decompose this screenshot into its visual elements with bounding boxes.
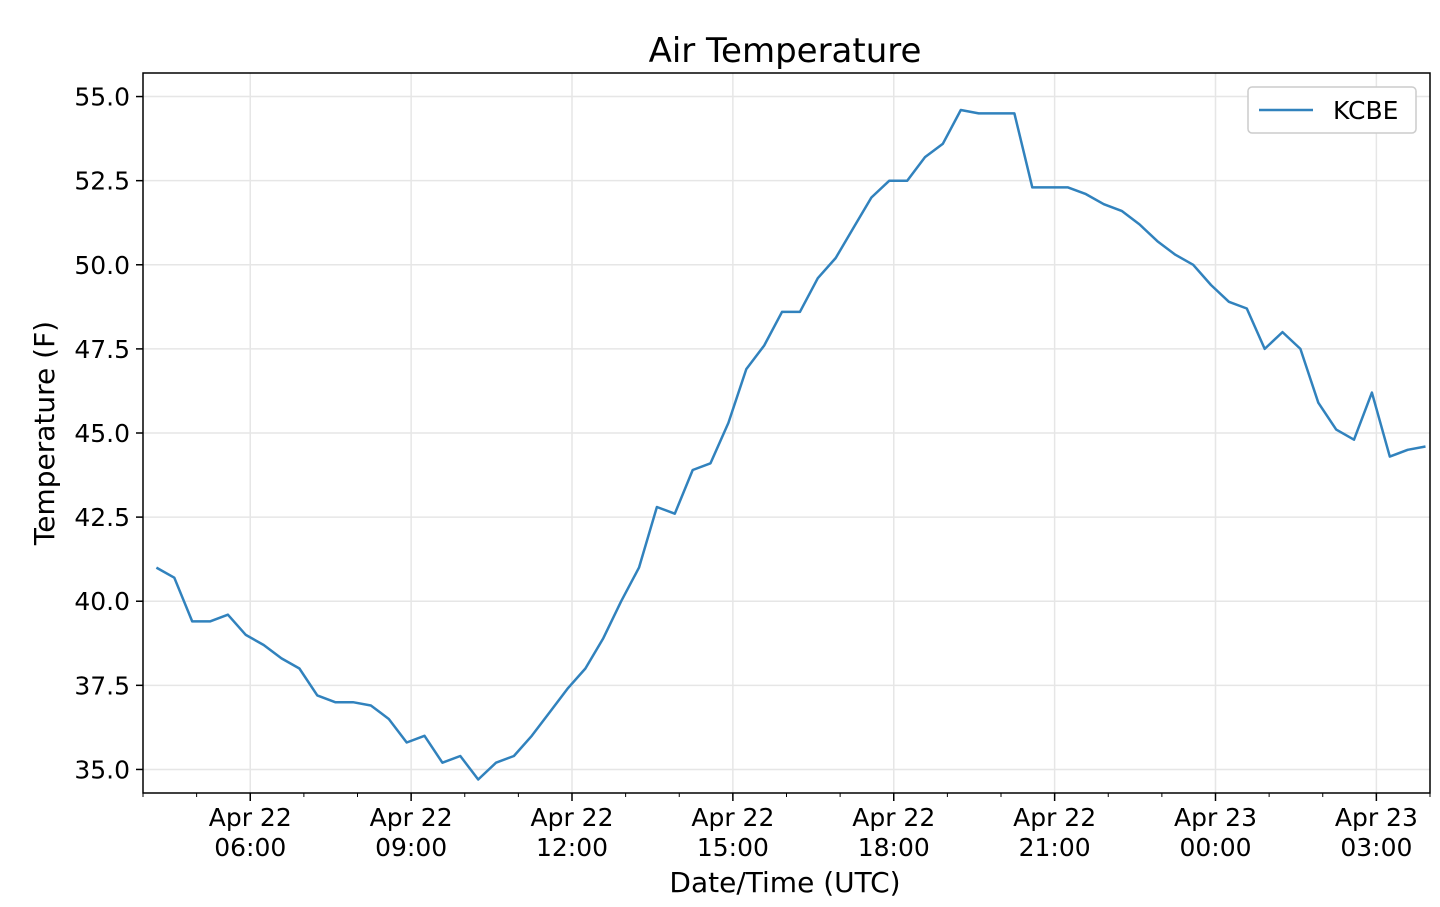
grid-lines	[143, 73, 1430, 793]
y-tick-label: 47.5	[74, 335, 130, 364]
y-tick-label: 55.0	[74, 83, 130, 112]
data-layer	[155, 108, 1426, 781]
x-tick-label-date: Apr 23	[1174, 803, 1257, 832]
x-tick-label-time: 21:00	[1019, 833, 1091, 862]
x-axis-label: Date/Time (UTC)	[669, 866, 900, 899]
x-tick-label-date: Apr 22	[530, 803, 613, 832]
y-tick-label: 37.5	[74, 671, 130, 700]
y-tick-label: 45.0	[74, 419, 130, 448]
y-tick-label: 50.0	[74, 251, 130, 280]
y-tick-label: 35.0	[74, 755, 130, 784]
x-tick-label-date: Apr 22	[1013, 803, 1096, 832]
x-tick-label-date: Apr 22	[691, 803, 774, 832]
chart-title: Air Temperature	[649, 31, 922, 71]
y-tick-label: 42.5	[74, 503, 130, 532]
x-tick-label-time: 06:00	[214, 833, 286, 862]
series-line-kcbe	[155, 108, 1426, 781]
x-tick-label-time: 00:00	[1179, 833, 1251, 862]
y-tick-label: 52.5	[74, 167, 130, 196]
x-tick-label-date: Apr 22	[852, 803, 935, 832]
y-axis-label: Temperature (F)	[28, 321, 61, 546]
x-tick-label-date: Apr 23	[1335, 803, 1418, 832]
x-tick-label-date: Apr 22	[370, 803, 453, 832]
legend-label-kcbe: KCBE	[1333, 96, 1398, 125]
x-tick-label-date: Apr 22	[209, 803, 292, 832]
legend: KCBE	[1247, 86, 1417, 134]
y-tick-label: 40.0	[74, 587, 130, 616]
x-tick-label-time: 03:00	[1340, 833, 1412, 862]
x-tick-label-time: 12:00	[536, 833, 608, 862]
x-tick-label-time: 18:00	[858, 833, 930, 862]
y-axis: 35.0 37.5 40.0 42.5 45.0 47.5 50.0 52.5 55.0	[74, 83, 143, 784]
legend-box	[1247, 86, 1417, 134]
x-tick-label-time: 15:00	[697, 833, 769, 862]
x-tick-label-time: 09:00	[375, 833, 447, 862]
